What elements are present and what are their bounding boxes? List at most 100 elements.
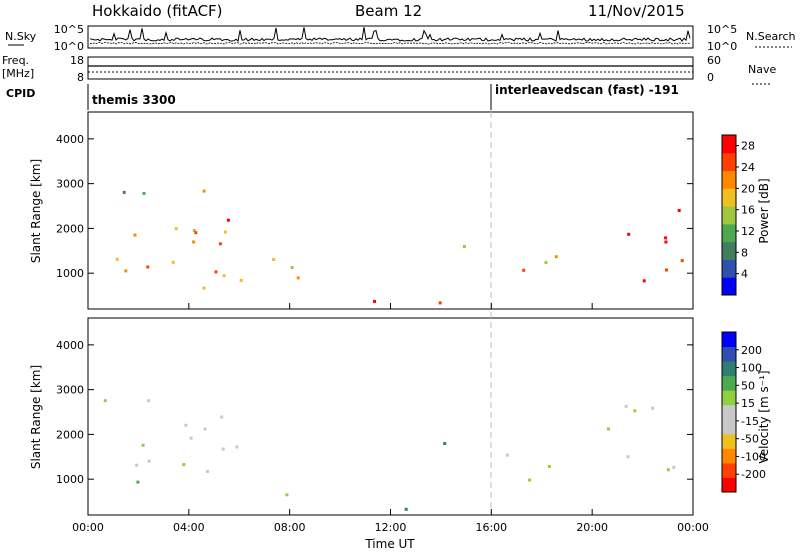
freq-unit-label: [MHz] <box>2 67 34 80</box>
power-echo-region <box>522 255 558 272</box>
time-tick-label: 16:00 <box>475 521 507 534</box>
time-tick-label: 08:00 <box>274 521 306 534</box>
power-echo-region <box>373 299 442 305</box>
time-tick-label: 04:00 <box>173 521 205 534</box>
velocity-colorbar-swatch <box>722 404 736 420</box>
power-colorbar-swatch <box>722 259 736 278</box>
power-colorbar-tick: 12 <box>741 225 755 238</box>
power-echo-field <box>115 189 684 305</box>
cpid-segment-0: themis 3300 <box>92 93 176 107</box>
power-colorbar-swatch <box>722 170 736 189</box>
power-ytick-label: 4000 <box>56 133 84 146</box>
velocity-colorbar-swatch <box>722 332 736 348</box>
nave-tick-low: 0 <box>707 71 714 84</box>
power-colorbar-tick: 4 <box>741 268 748 281</box>
cpid-label: CPID <box>6 87 35 100</box>
nsky-tick-low: 10^0 <box>54 40 84 53</box>
power-echo-region <box>115 227 276 290</box>
velocity-echo-region <box>103 399 151 403</box>
power-colorbar-tick: 8 <box>741 246 748 259</box>
velocity-colorbar-tick: 100 <box>741 362 762 375</box>
velocity-colorbar-tick: -50 <box>741 433 759 446</box>
power-ytick-label: 1000 <box>56 267 84 280</box>
nsky-tick-high: 10^5 <box>54 23 84 36</box>
velocity-colorbar-swatch <box>722 477 736 493</box>
velocity-ytick-label: 1000 <box>56 473 84 486</box>
nsearch-tick-low: 10^0 <box>707 40 737 53</box>
velocity-ylabel: Slant Range [km] <box>29 365 43 469</box>
freq-tick-high: 18 <box>70 54 84 67</box>
power-colorbar-label: Power [dB] <box>757 178 771 243</box>
velocity-colorbar-swatch <box>722 419 736 435</box>
power-colorbar-tick: 16 <box>741 204 755 217</box>
velocity-ytick-label: 3000 <box>56 384 84 397</box>
velocity-echo-region <box>443 442 447 445</box>
velocity-colorbar-swatch <box>722 390 736 406</box>
nave-label: Nave <box>748 63 776 76</box>
date-title: 11/Nov/2015 <box>588 2 685 20</box>
power-colorbar-swatch <box>722 152 736 172</box>
power-echo-region <box>290 266 300 280</box>
time-axis-label: Time UT <box>364 537 415 551</box>
velocity-colorbar-tick: -100 <box>741 450 766 463</box>
beam-title: Beam 12 <box>355 2 422 20</box>
power-colorbar-swatch <box>722 206 736 225</box>
time-tick-label: 12:00 <box>375 521 407 534</box>
velocity-echo-region <box>135 436 239 484</box>
power-ylabel: Slant Range [km] <box>29 159 43 263</box>
power-colorbar-swatch <box>722 241 736 260</box>
power-echo-region <box>627 209 684 283</box>
power-ytick-label: 3000 <box>56 178 84 191</box>
velocity-echo-region <box>285 493 289 497</box>
velocity-colorbar-label: Velocity [m s⁻¹] <box>757 370 771 463</box>
velocity-ytick-label: 4000 <box>56 339 84 352</box>
nsky-label: N.Sky <box>5 30 37 43</box>
velocity-colorbar-swatch <box>722 462 736 478</box>
time-tick-label: 00:00 <box>677 521 709 534</box>
power-colorbar-swatch <box>722 277 736 296</box>
velocity-colorbar-swatch <box>722 448 736 464</box>
velocity-echo-region <box>184 415 224 431</box>
freq-panel <box>87 56 694 80</box>
nsearch-tick-high: 10^5 <box>707 23 737 36</box>
power-colorbar-tick: 28 <box>741 140 755 153</box>
power-colorbar-tick: 20 <box>741 182 755 195</box>
power-echo-region <box>544 261 548 264</box>
cpid-segment-1: interleavedscan (fast) -191 <box>495 83 679 97</box>
time-tick-label: 20:00 <box>576 521 608 534</box>
freq-label: Freq. <box>2 54 29 67</box>
nsky-panel <box>87 25 694 49</box>
nave-tick-high: 60 <box>707 54 721 67</box>
velocity-colorbar-tick: 50 <box>741 379 755 392</box>
nsky-trace <box>89 27 691 45</box>
power-echo-region <box>462 245 466 248</box>
velocity-echo-field <box>103 399 676 511</box>
velocity-colorbar-swatch <box>722 346 736 362</box>
velocity-colorbar: 200 100 50 15 -15 -50 -100 -200 <box>721 331 766 493</box>
power-echo-region <box>122 190 146 195</box>
velocity-panel <box>87 317 694 516</box>
velocity-colorbar-tick: -200 <box>741 468 766 481</box>
station-title: Hokkaido (fitACF) <box>92 2 223 20</box>
velocity-colorbar-swatch <box>722 433 736 449</box>
velocity-colorbar-tick: 15 <box>741 397 755 410</box>
velocity-echo-region <box>404 507 408 511</box>
velocity-echo-region <box>607 404 676 472</box>
power-echo-region <box>192 189 230 244</box>
time-tick-label: 00:00 <box>72 521 104 534</box>
freq-tick-low: 8 <box>77 71 84 84</box>
power-colorbar-swatch <box>722 223 736 243</box>
velocity-colorbar-swatch <box>722 361 736 377</box>
power-colorbar-tick: 24 <box>741 161 755 174</box>
power-colorbar-swatch <box>722 135 736 154</box>
velocity-colorbar-swatch <box>722 375 736 391</box>
nsearch-label: N.Search <box>746 30 796 43</box>
power-panel <box>87 111 694 310</box>
power-colorbar-swatch <box>722 188 736 207</box>
power-colorbar: 4 8 12 16 20 24 28 <box>721 134 755 296</box>
power-ytick-label: 2000 <box>56 222 84 235</box>
velocity-ytick-label: 2000 <box>56 428 84 441</box>
velocity-colorbar-tick: 200 <box>741 344 762 357</box>
velocity-colorbar-tick: -15 <box>741 415 759 428</box>
